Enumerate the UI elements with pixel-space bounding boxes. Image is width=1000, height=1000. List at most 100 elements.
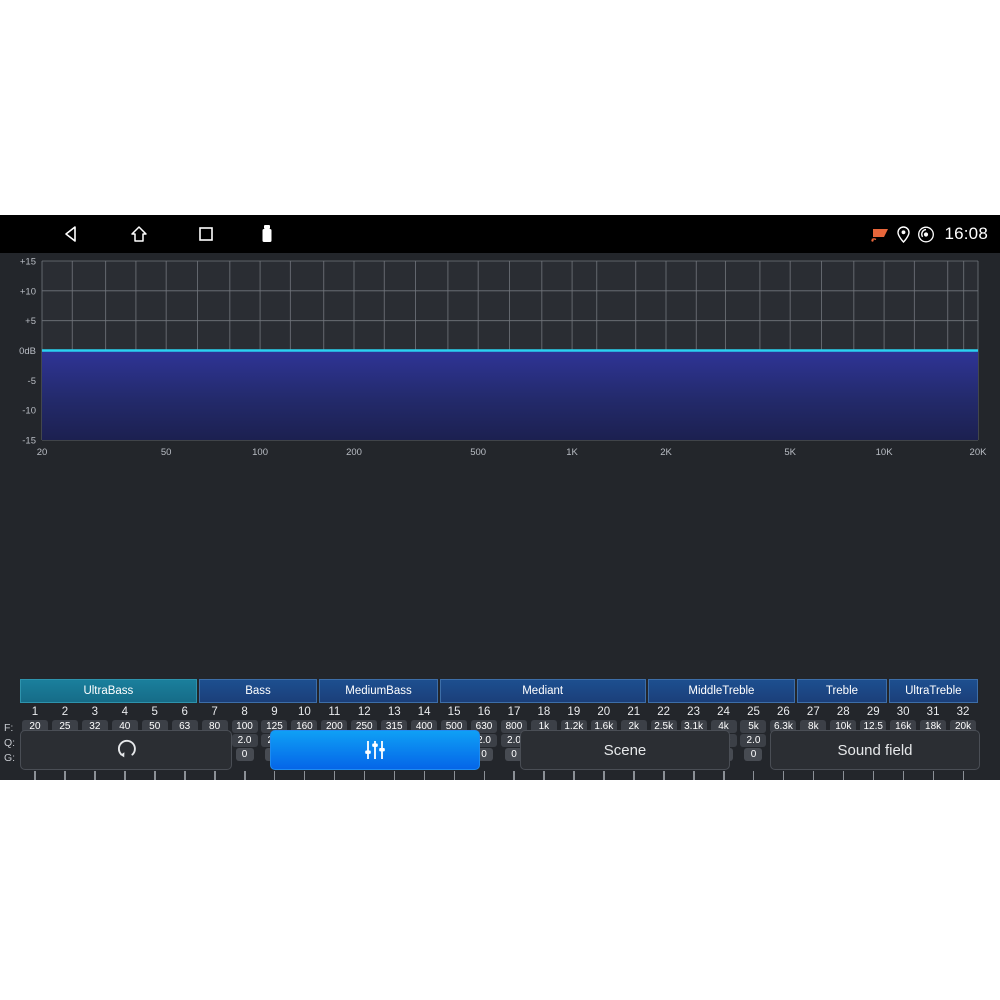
frequency-cell[interactable]: 1k: [530, 720, 557, 733]
band-tab-bass[interactable]: Bass: [198, 679, 318, 703]
band-slider[interactable]: [590, 767, 618, 780]
back-button[interactable]: [50, 215, 94, 253]
band-tab-mediumbass[interactable]: MediumBass: [319, 679, 438, 703]
band-slider[interactable]: [949, 767, 977, 780]
band-slider[interactable]: [51, 767, 79, 780]
band-slider[interactable]: [530, 767, 558, 780]
slider-track[interactable]: [453, 771, 456, 780]
slider-track[interactable]: [363, 771, 366, 780]
slider-track[interactable]: [34, 771, 36, 780]
slider-track[interactable]: [64, 771, 66, 780]
frequency-cell[interactable]: 63: [171, 720, 198, 733]
band-slider[interactable]: [231, 767, 259, 780]
usb-button[interactable]: [245, 215, 289, 253]
band-slider[interactable]: [380, 767, 408, 780]
band-tab-mediant[interactable]: Mediant: [439, 679, 646, 703]
slider-track[interactable]: [782, 771, 785, 780]
slider-track[interactable]: [423, 771, 426, 780]
band-slider[interactable]: [650, 767, 678, 780]
gain-cell[interactable]: 0: [744, 748, 763, 761]
band-slider[interactable]: [81, 767, 109, 780]
slider-track[interactable]: [124, 771, 126, 780]
frequency-cell[interactable]: 1.6k: [590, 720, 617, 733]
slider-track[interactable]: [214, 771, 216, 780]
frequency-cell[interactable]: 10k: [830, 720, 857, 733]
frequency-cell[interactable]: 80: [201, 720, 228, 733]
band-slider[interactable]: [500, 767, 528, 780]
slider-track[interactable]: [244, 771, 246, 780]
slider-track[interactable]: [723, 771, 725, 780]
frequency-cell[interactable]: 2.5k: [650, 720, 677, 733]
slider-track[interactable]: [184, 771, 186, 780]
frequency-cell[interactable]: 200: [321, 720, 348, 733]
slider-track[interactable]: [842, 771, 845, 780]
slider-track[interactable]: [932, 771, 935, 780]
slider-track[interactable]: [962, 771, 965, 780]
frequency-cell[interactable]: 250: [351, 720, 378, 733]
band-slider[interactable]: [919, 767, 947, 780]
frequency-cell[interactable]: 2k: [620, 720, 647, 733]
band-slider[interactable]: [201, 767, 229, 780]
frequency-cell[interactable]: 800: [500, 720, 527, 733]
slider-track[interactable]: [633, 771, 635, 780]
frequency-cell[interactable]: 315: [381, 720, 408, 733]
equalizer-button[interactable]: [270, 730, 480, 770]
band-slider[interactable]: [859, 767, 887, 780]
slider-track[interactable]: [603, 771, 605, 780]
band-slider[interactable]: [21, 767, 49, 780]
frequency-cell[interactable]: 125: [261, 720, 288, 733]
band-slider[interactable]: [829, 767, 857, 780]
recents-button[interactable]: [184, 215, 228, 253]
sound-field-button[interactable]: Sound field: [770, 730, 980, 770]
band-slider[interactable]: [440, 767, 468, 780]
slider-track[interactable]: [154, 771, 156, 780]
frequency-cell[interactable]: 32: [81, 720, 108, 733]
reset-button[interactable]: [20, 730, 232, 770]
slider-track[interactable]: [752, 771, 755, 780]
slider-track[interactable]: [303, 771, 306, 780]
slider-track[interactable]: [902, 771, 905, 780]
band-slider[interactable]: [560, 767, 588, 780]
scene-button[interactable]: Scene: [520, 730, 730, 770]
frequency-cell[interactable]: 20: [21, 720, 48, 733]
frequency-cell[interactable]: 16k: [890, 720, 917, 733]
band-slider[interactable]: [171, 767, 199, 780]
slider-track[interactable]: [393, 771, 396, 780]
slider-track[interactable]: [663, 771, 665, 780]
band-slider[interactable]: [769, 767, 797, 780]
frequency-cell[interactable]: 20k: [950, 720, 977, 733]
slider-track[interactable]: [273, 771, 276, 780]
frequency-cell[interactable]: 50: [141, 720, 168, 733]
band-tab-middletreble[interactable]: MiddleTreble: [647, 679, 796, 703]
band-slider[interactable]: [290, 767, 318, 780]
slider-track[interactable]: [543, 771, 545, 780]
frequency-cell[interactable]: 500: [441, 720, 468, 733]
band-tab-ultratreble[interactable]: UltraTreble: [888, 679, 978, 703]
gain-cell[interactable]: 0: [235, 748, 254, 761]
slider-track[interactable]: [94, 771, 96, 780]
home-button[interactable]: [117, 215, 161, 253]
slider-track[interactable]: [872, 771, 875, 780]
gain-cell[interactable]: 0: [504, 748, 523, 761]
band-slider[interactable]: [620, 767, 648, 780]
slider-track[interactable]: [513, 771, 515, 780]
slider-track[interactable]: [573, 771, 575, 780]
frequency-cell[interactable]: 6.3k: [770, 720, 797, 733]
band-slider[interactable]: [320, 767, 348, 780]
band-slider[interactable]: [350, 767, 378, 780]
frequency-cell[interactable]: 4k: [710, 720, 737, 733]
frequency-cell[interactable]: 40: [111, 720, 138, 733]
frequency-cell[interactable]: 400: [411, 720, 438, 733]
slider-track[interactable]: [693, 771, 695, 780]
frequency-cell[interactable]: 100: [231, 720, 258, 733]
slider-track[interactable]: [812, 771, 815, 780]
frequency-cell[interactable]: 12.5: [860, 720, 887, 733]
band-tab-ultrabass[interactable]: UltraBass: [20, 679, 197, 703]
band-slider[interactable]: [710, 767, 738, 780]
band-slider[interactable]: [799, 767, 827, 780]
frequency-cell[interactable]: 8k: [800, 720, 827, 733]
band-slider[interactable]: [260, 767, 288, 780]
frequency-cell[interactable]: 18k: [920, 720, 947, 733]
band-slider[interactable]: [141, 767, 169, 780]
band-slider[interactable]: [111, 767, 139, 780]
